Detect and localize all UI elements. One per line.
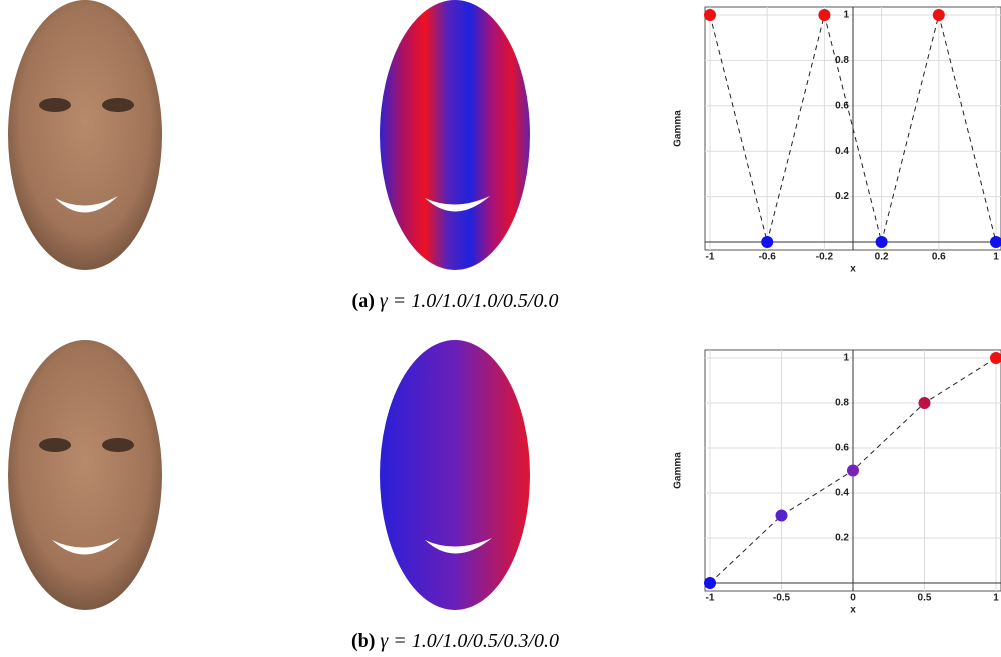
face-gamma-b (380, 340, 530, 610)
y-axis-label: Gamma (673, 110, 684, 147)
caption: (a) γ = 1.0/1.0/1.0/0.5/0.0 (352, 290, 559, 312)
x-tick-label: 0.5 (918, 593, 932, 604)
y-tick-label: 0.4 (835, 146, 849, 157)
point (704, 577, 716, 589)
x-tick-label: 1 (993, 593, 999, 604)
x-tick-label: -0.5 (773, 593, 791, 604)
y-axis-label: Gamma (673, 452, 684, 489)
face-textured-a (8, 0, 162, 270)
point (776, 510, 788, 522)
face-textured-b (8, 340, 162, 610)
y-tick-label: 0.2 (835, 191, 849, 202)
x-tick-label: 1 (993, 252, 999, 263)
x-axis-label: x (850, 264, 856, 275)
y-tick-label: 1 (843, 10, 849, 21)
y-tick-label: 0.8 (835, 398, 849, 409)
y-tick-label: 0.4 (835, 488, 849, 499)
point (847, 465, 859, 477)
point (876, 236, 888, 248)
y-tick-label: 1 (843, 353, 849, 364)
y-tick-label: 0.8 (835, 55, 849, 66)
x-tick-label: 0.2 (875, 252, 889, 263)
x-tick-label: -0.6 (759, 252, 777, 263)
figure: (a) γ = 1.0/1.0/1.0/0.5/0.0 (b) γ = 1.0/… (0, 0, 1001, 657)
caption-text: γ = 1.0/1.0/0.5/0.3/0.0 (380, 630, 559, 652)
caption-text: γ = 1.0/1.0/1.0/0.5/0.0 (380, 290, 559, 312)
point (704, 9, 716, 21)
point (933, 9, 945, 21)
page: (a) γ = 1.0/1.0/1.0/0.5/0.0 (b) γ = 1.0/… (0, 0, 1001, 657)
point (990, 236, 1001, 248)
y-tick-label: 0.6 (835, 443, 849, 454)
point (818, 9, 830, 21)
point (761, 236, 773, 248)
x-tick-label: 0.6 (932, 252, 946, 263)
point (919, 397, 931, 409)
caption-label: (a) (352, 290, 375, 312)
x-tick-label: -0.2 (816, 252, 834, 263)
x-axis-label: x (850, 605, 856, 616)
x-tick-label: 0 (850, 593, 856, 604)
y-tick-label: 0.2 (835, 533, 849, 544)
x-tick-label: -1 (706, 252, 715, 263)
point (990, 352, 1001, 364)
caption-label: (b) (351, 630, 375, 652)
face-gamma-a (380, 0, 530, 270)
caption: (b) γ = 1.0/1.0/0.5/0.3/0.0 (351, 630, 559, 652)
x-tick-label: -1 (706, 593, 715, 604)
